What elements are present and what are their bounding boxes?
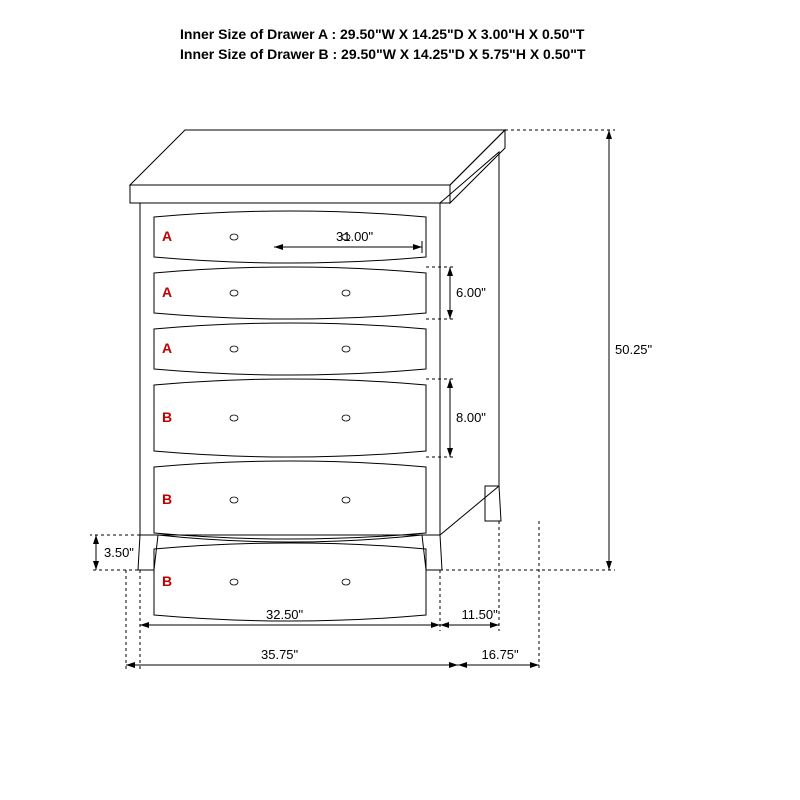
dim-drawer-a-h: 6.00" [456,285,486,300]
drawer-label-2: A [162,340,172,356]
dim-drawer-b-h: 8.00" [456,410,486,425]
drawer-label-4: B [162,491,172,507]
drawer-label-3: B [162,409,172,425]
dim-depth-top: 11.50" [462,607,498,622]
dim-width-body: 32.50" [266,607,303,622]
dim-depth-total: 16.75" [482,647,519,662]
dim-leg-h: 3.50" [104,545,134,560]
diagram-canvas [0,0,800,800]
drawer-label-1: A [162,284,172,300]
dim-width-total: 35.75" [261,647,298,662]
dim-width-top: 31.00" [336,229,373,244]
dim-height-total: 50.25" [615,342,652,357]
drawer-label-5: B [162,573,172,589]
drawer-label-0: A [162,228,172,244]
